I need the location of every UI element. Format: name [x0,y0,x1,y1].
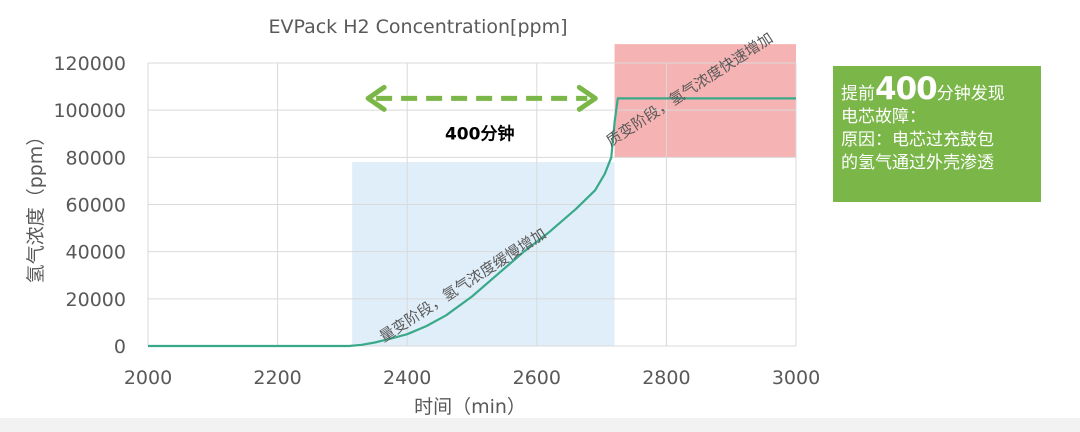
conclusion-suffix: 分钟发现 [936,84,1005,104]
series-line-1 [148,97,796,348]
conclusion-line-3: 原因：电芯过充鼓包 [841,130,994,150]
x-tick-label: 2800 [642,367,690,389]
conclusion-line-2: 电芯故障： [841,107,926,127]
y-axis-title: 氢气浓度（ppm） [25,127,47,284]
conclusion-line-4: 的氢气通过外壳渗透 [841,153,994,173]
x-tick-label: 3000 [772,367,820,389]
y-tick-label: 100000 [53,100,126,122]
y-tick-label: 0 [114,336,126,358]
conclusion-line-1: 提前400分钟发现 [841,74,1033,106]
x-axis-title: 时间（min） [414,396,526,418]
region-2 [614,44,796,158]
y-tick-label: 80000 [66,147,126,169]
x-tick-label: 2600 [513,367,561,389]
conclusion-prefix: 提前 [841,84,875,104]
x-tick-label: 2000 [124,367,172,389]
footer-strip [0,418,1080,432]
y-tick-label: 60000 [66,195,126,217]
x-tick-label: 2200 [253,367,301,389]
region-1 [352,162,615,346]
chart-title: EVPack H2 Concentration[ppm] [268,16,567,38]
x-tick-label: 2400 [383,367,431,389]
conclusion-minutes: 400 [875,71,938,107]
annotation-arrow-head-right [576,84,598,112]
annotation-label: 400分钟 [445,123,515,144]
conclusion-box: 提前400分钟发现 电芯故障： 原因：电芯过充鼓包 的氢气通过外壳渗透 [833,66,1041,202]
y-tick-label: 40000 [66,242,126,264]
y-tick-label: 120000 [53,53,126,75]
y-tick-label: 20000 [66,289,126,311]
annotation-arrow-head-left [365,84,387,112]
